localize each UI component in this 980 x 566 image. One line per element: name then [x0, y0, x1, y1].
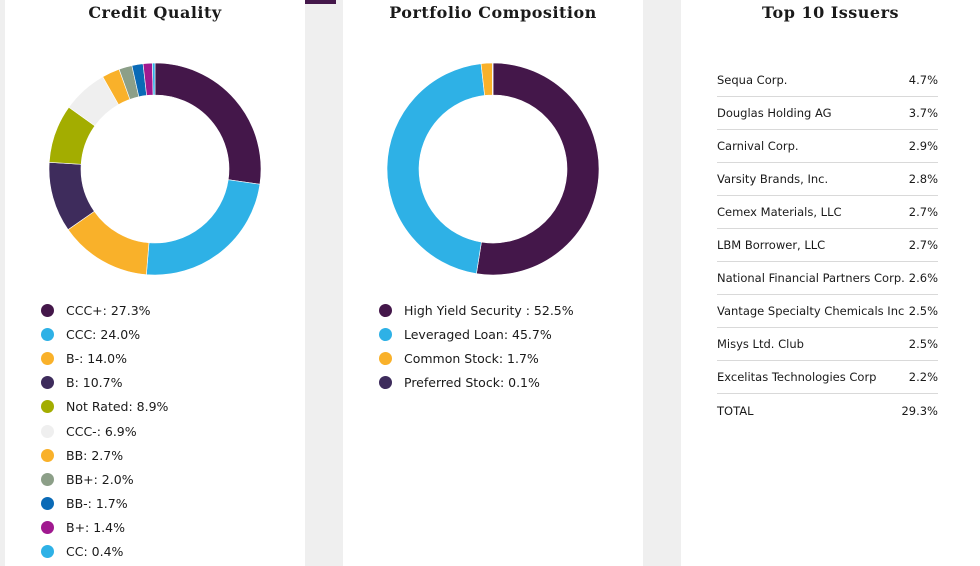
issuer-name: Sequa Corp.	[717, 73, 788, 87]
issuer-row: LBM Borrower, LLC 2.7%	[717, 229, 938, 262]
total-value: 29.3%	[901, 403, 938, 418]
issuer-name: Excelitas Technologies Corp	[717, 370, 877, 384]
credit-quality-slice-ccc	[146, 179, 261, 275]
issuer-weight: 2.5%	[908, 337, 938, 351]
legend-dot-icon	[41, 424, 54, 438]
issuer-row: Vantage Specialty Chemicals Inc 2.5%	[717, 295, 938, 328]
legend-dot-icon	[379, 303, 392, 317]
credit-quality-panel: Credit Quality CCC+: 27.3% CCC: 24.0% B-: …	[5, 0, 305, 566]
issuer-weight: 3.7%	[908, 106, 938, 120]
legend-label: Common Stock: 1.7%	[404, 350, 539, 366]
issuer-weight: 4.7%	[908, 73, 938, 87]
credit-quality-legend-item-ccc: CCC-: 6.9%	[41, 419, 168, 443]
issuer-name: Misys Ltd. Club	[717, 337, 804, 351]
credit-quality-legend-item-ccc: CCC+: 27.3%	[41, 298, 168, 322]
issuer-row: Misys Ltd. Club 2.5%	[717, 328, 938, 361]
issuer-name: Varsity Brands, Inc.	[717, 172, 829, 186]
issuer-name: Carnival Corp.	[717, 139, 799, 153]
credit-quality-legend-item-b: B+: 1.4%	[41, 516, 168, 540]
legend-dot-icon	[41, 497, 54, 511]
total-label: TOTAL	[717, 403, 754, 418]
legend-label: BB+: 2.0%	[66, 471, 134, 487]
top-issuers-panel: Top 10 Issuers Sequa Corp. 4.7% Douglas Ho…	[681, 0, 980, 566]
legend-dot-icon	[379, 327, 392, 341]
legend-dot-icon	[41, 376, 54, 390]
legend-dot-icon	[41, 351, 54, 365]
legend-dot-icon	[41, 521, 54, 535]
portfolio-composition-legend-item-common-stock: Common Stock: 1.7%	[379, 346, 574, 370]
issuer-weight: 2.7%	[908, 238, 938, 252]
issuer-row: Excelitas Technologies Corp 2.2%	[717, 361, 938, 394]
issuer-weight: 2.7%	[908, 205, 938, 219]
credit-quality-legend-item-bb: BB: 2.7%	[41, 443, 168, 467]
legend-dot-icon	[41, 545, 54, 559]
issuer-weight: 2.9%	[908, 139, 938, 153]
legend-label: B-: 14.0%	[66, 350, 127, 366]
portfolio-composition-slice-preferred-stock	[492, 63, 494, 96]
legend-label: CCC-: 6.9%	[66, 423, 137, 439]
credit-quality-slice-cc	[152, 63, 156, 96]
issuer-row: National Financial Partners Corp. 2.6%	[717, 262, 938, 295]
portfolio-composition-title: Portfolio Composition	[389, 3, 597, 22]
legend-dot-icon	[41, 303, 54, 317]
legend-label: Leveraged Loan: 45.7%	[404, 326, 552, 342]
issuer-weight: 2.5%	[908, 304, 938, 318]
legend-label: BB: 2.7%	[66, 447, 124, 463]
issuer-weight: 2.8%	[908, 172, 938, 186]
issuer-name: Cemex Materials, LLC	[717, 205, 842, 219]
credit-quality-legend-item-not-rated: Not Rated: 8.9%	[41, 395, 168, 419]
legend-label: Preferred Stock: 0.1%	[404, 375, 540, 391]
credit-quality-title: Credit Quality	[88, 3, 222, 22]
issuer-row: Sequa Corp. 4.7%	[717, 64, 938, 97]
issuer-weight: 2.6%	[908, 271, 938, 285]
issuer-row: Varsity Brands, Inc. 2.8%	[717, 163, 938, 196]
portfolio-composition-slice-high-yield-security	[476, 63, 599, 275]
portfolio-composition-legend: High Yield Security : 52.5% Leveraged Loa…	[379, 298, 574, 395]
legend-dot-icon	[41, 448, 54, 462]
portfolio-composition-slice-leveraged-loan	[387, 63, 485, 275]
credit-quality-legend-item-b: B-: 14.0%	[41, 346, 168, 370]
legend-label: CCC+: 27.3%	[66, 302, 151, 318]
credit-quality-legend-item-bb: BB+: 2.0%	[41, 467, 168, 491]
top-issuers-title: Top 10 Issuers	[761, 3, 900, 22]
issuer-total-row: TOTAL 29.3%	[717, 394, 938, 427]
issuer-name: Vantage Specialty Chemicals Inc	[717, 304, 905, 318]
legend-dot-icon	[379, 376, 392, 390]
legend-label: B: 10.7%	[66, 375, 123, 391]
portfolio-composition-panel: Portfolio Composition High Yield Securit…	[343, 0, 643, 566]
credit-quality-legend-item-bb: BB-: 1.7%	[41, 492, 168, 516]
legend-label: High Yield Security : 52.5%	[404, 302, 574, 318]
legend-label: B+: 1.4%	[66, 520, 125, 536]
legend-dot-icon	[41, 472, 54, 486]
credit-quality-legend: CCC+: 27.3% CCC: 24.0% B-: 14.0% B: 10.7% No…	[41, 298, 168, 564]
issuer-name: National Financial Partners Corp.	[717, 271, 905, 285]
legend-dot-icon	[379, 351, 392, 365]
credit-quality-legend-item-ccc: CCC: 24.0%	[41, 322, 168, 346]
issuer-name: LBM Borrower, LLC	[717, 238, 826, 252]
top-issuers-table: Sequa Corp. 4.7% Douglas Holding AG 3.7% Car…	[717, 64, 938, 427]
portfolio-composition-legend-item-high-yield-security: High Yield Security : 52.5%	[379, 298, 574, 322]
issuer-row: Carnival Corp. 2.9%	[717, 130, 938, 163]
issuer-name: Douglas Holding AG	[717, 106, 832, 120]
credit-quality-donut-chart	[49, 63, 261, 275]
issuer-row: Douglas Holding AG 3.7%	[717, 97, 938, 130]
credit-quality-legend-item-cc: CC: 0.4%	[41, 540, 168, 564]
legend-label: BB-: 1.7%	[66, 496, 128, 512]
legend-dot-icon	[41, 400, 54, 414]
credit-quality-legend-item-b: B: 10.7%	[41, 371, 168, 395]
credit-quality-slice-ccc	[154, 63, 261, 185]
portfolio-composition-donut-chart	[387, 63, 599, 275]
issuer-weight: 2.2%	[908, 370, 938, 384]
issuer-row: Cemex Materials, LLC 2.7%	[717, 196, 938, 229]
legend-dot-icon	[41, 327, 54, 341]
legend-label: CCC: 24.0%	[66, 326, 141, 342]
portfolio-composition-legend-item-preferred-stock: Preferred Stock: 0.1%	[379, 371, 574, 395]
portfolio-composition-legend-item-leveraged-loan: Leveraged Loan: 45.7%	[379, 322, 574, 346]
legend-label: Not Rated: 8.9%	[66, 399, 169, 415]
legend-label: CC: 0.4%	[66, 544, 124, 560]
